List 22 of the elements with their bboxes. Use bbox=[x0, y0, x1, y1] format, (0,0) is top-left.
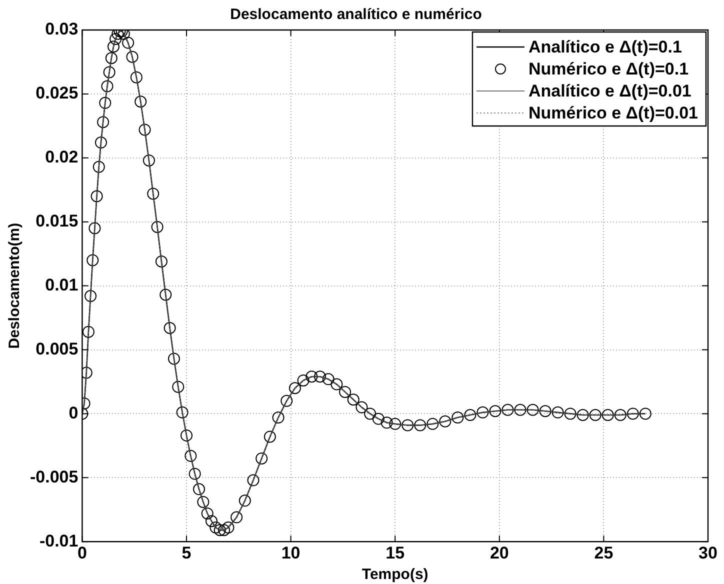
y-tick-label: -0.01 bbox=[39, 531, 78, 550]
y-tick-label: 0 bbox=[68, 403, 78, 422]
x-tick-label: 10 bbox=[281, 543, 300, 562]
legend-label: Analítico e Δ(t)=0.01 bbox=[528, 82, 692, 101]
y-tick-label: 0.03 bbox=[45, 20, 78, 39]
legend-label: Numérico e Δ(t)=0.01 bbox=[528, 104, 698, 123]
y-tick-label: 0.005 bbox=[36, 339, 78, 358]
x-tick-label: 25 bbox=[594, 543, 614, 562]
y-tick-label: 0.025 bbox=[36, 84, 78, 103]
y-tick-label: 0.01 bbox=[45, 275, 78, 294]
x-tick-label: 15 bbox=[386, 543, 405, 562]
legend-label: Numérico e Δ(t)=0.1 bbox=[528, 60, 689, 79]
chart-title: Deslocamento analítico e numérico bbox=[230, 6, 482, 24]
x-tick-label: 20 bbox=[490, 543, 509, 562]
legend-label: Analítico e Δ(t)=0.1 bbox=[528, 38, 682, 57]
y-axis-title: Deslocamento(m) bbox=[6, 222, 24, 349]
x-tick-label: 30 bbox=[698, 543, 718, 562]
y-tick-label: 0.015 bbox=[36, 212, 78, 231]
x-axis-title: Tempo(s) bbox=[362, 566, 428, 584]
x-tick-label: 5 bbox=[182, 543, 192, 562]
y-tick-label: 0.02 bbox=[45, 148, 78, 167]
y-tick-label: -0.005 bbox=[30, 467, 78, 486]
